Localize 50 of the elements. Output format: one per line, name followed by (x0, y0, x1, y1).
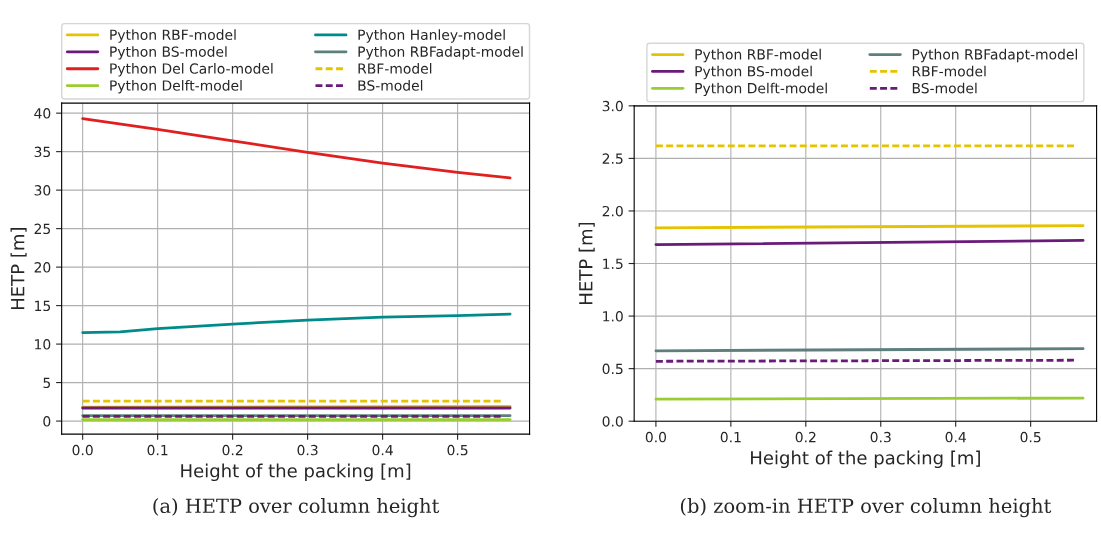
y-tick-label: 1.0 (603, 311, 623, 322)
y-tick-label: 35 (34, 146, 51, 158)
x-tick-label: 0.4 (372, 444, 393, 456)
legend-label: Python Delft-model (695, 82, 827, 97)
x-tick-label: 0.3 (297, 444, 318, 456)
legend-label: BS-model (912, 82, 977, 94)
y-tick-label: 10 (35, 339, 51, 350)
y-tick-label: 30 (34, 185, 51, 196)
text: (b) zoom-in HETP over column height (680, 498, 1052, 518)
y-tick-label: 5 (43, 377, 51, 389)
y-tick-label: 1.5 (603, 258, 623, 269)
y-tick-label: 0.0 (602, 416, 623, 427)
x-tick-label: 0.1 (720, 431, 741, 443)
legend-label: Python Hanley-model (358, 29, 505, 43)
y-tick-label: 0.5 (602, 363, 623, 375)
legend-label: BS-model (358, 79, 423, 91)
x-tick-label: 0.0 (645, 431, 667, 443)
line-series (81, 312, 512, 334)
y-tick-label: 2.5 (602, 153, 623, 164)
line-series (81, 117, 512, 180)
x-tick-label: 0.5 (447, 444, 468, 456)
legend-label: RBF-model (358, 63, 432, 74)
x-tick-label: 0.2 (795, 431, 816, 443)
legend-label: Python Del Carlo-model (110, 63, 273, 77)
x-tick-label: 0.3 (870, 431, 891, 443)
legend-label: RBF-model (912, 65, 986, 77)
y-tick-label: 40 (34, 108, 51, 119)
legend-label: Python RBFadapt-model (358, 46, 523, 60)
legend-label: Python RBFadapt-model (912, 48, 1077, 63)
y-tick-label: 20 (34, 262, 51, 273)
x-tick-label: 0.4 (945, 431, 966, 443)
y-tick-label: 2.0 (602, 205, 623, 217)
y-tick-label: 0 (43, 416, 51, 427)
x-tick-label: 0.2 (222, 444, 243, 456)
legend-label: Python RBF-model (695, 48, 821, 63)
legend-label: Python RBF-model (110, 29, 236, 43)
y-axis-title: HETP [m] (578, 222, 595, 304)
x-tick-label: 0.5 (1020, 431, 1041, 443)
y-tick-label: 15 (35, 300, 51, 312)
y-tick-label: 3.0 (602, 100, 623, 112)
x-tick-label: 0.0 (72, 444, 93, 456)
x-axis-title: Height of the packing [m] (751, 450, 980, 469)
x-tick-label: 0.1 (147, 444, 168, 456)
y-tick-label: 25 (34, 223, 51, 235)
legend-label: Python BS-model (110, 46, 227, 60)
legend-label: Python BS-model (695, 65, 812, 80)
legend-label: Python Delft-model (110, 79, 242, 94)
x-axis-title: Height of the packing [m] (181, 463, 411, 482)
text: (a) HETP over column height (153, 498, 440, 518)
y-axis-title: HETP [m] (10, 228, 27, 310)
